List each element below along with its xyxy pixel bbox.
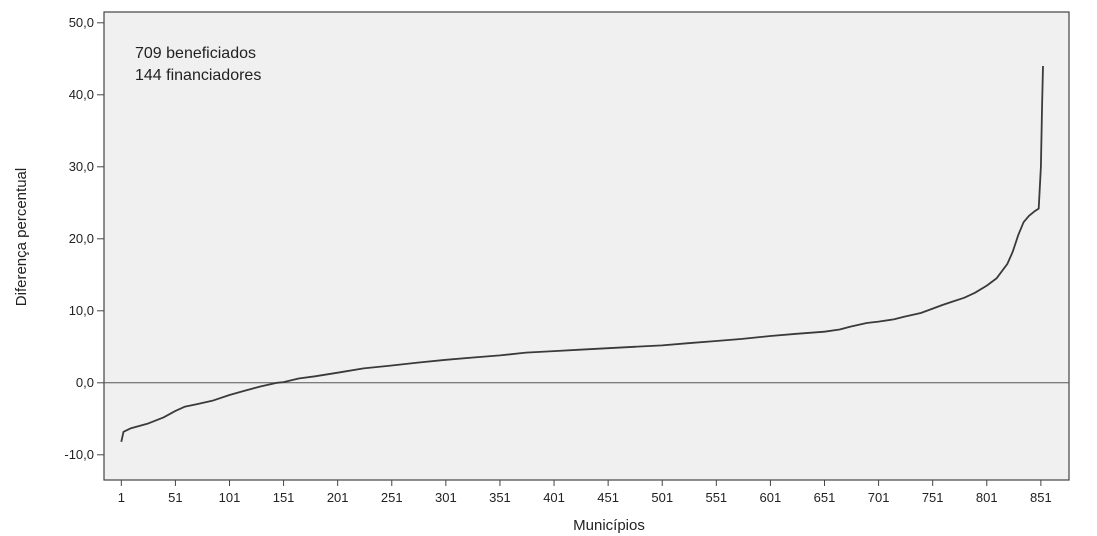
x-tick-label: 851 [1030,490,1052,505]
x-tick-label: 151 [273,490,295,505]
x-tick-label: 551 [705,490,727,505]
y-axis: -10,0 0,0 10,0 20,0 30,0 40,0 50,0 [64,15,104,462]
y-tick-label: 50,0 [69,15,94,30]
x-tick-label: 601 [760,490,782,505]
annotation-beneficiados: 709 beneficiados [135,45,256,62]
x-tick-label: 501 [651,490,673,505]
x-axis-title: Municípios [573,517,645,534]
x-axis: 1 51 101 151 201 251 301 351 401 451 501 551 601 651 7… [118,480,1052,505]
y-tick-label: -10,0 [64,447,94,462]
x-tick-label: 101 [219,490,241,505]
x-tick-label: 51 [168,490,182,505]
series-line [120,65,1044,442]
x-tick-label: 651 [814,490,836,505]
x-tick-label: 451 [597,490,619,505]
x-tick-label: 1 [118,490,125,505]
annotation-financiadores: 144 financiadores [135,67,261,84]
y-tick-label: 10,0 [69,303,94,318]
x-tick-label: 251 [381,490,403,505]
x-tick-label: 301 [435,490,457,505]
x-tick-label: 401 [543,490,565,505]
y-tick-label: 30,0 [69,159,94,174]
x-tick-label: 801 [976,490,998,505]
y-tick-label: 0,0 [76,375,94,390]
y-tick-label: 40,0 [69,87,94,102]
x-tick-label: 351 [489,490,511,505]
y-axis-title: Diferença percentual [13,168,30,306]
plot-area [103,11,1070,481]
x-tick-label: 701 [868,490,890,505]
x-tick-label: 201 [327,490,349,505]
x-tick-label: 751 [922,490,944,505]
y-tick-label: 20,0 [69,231,94,246]
